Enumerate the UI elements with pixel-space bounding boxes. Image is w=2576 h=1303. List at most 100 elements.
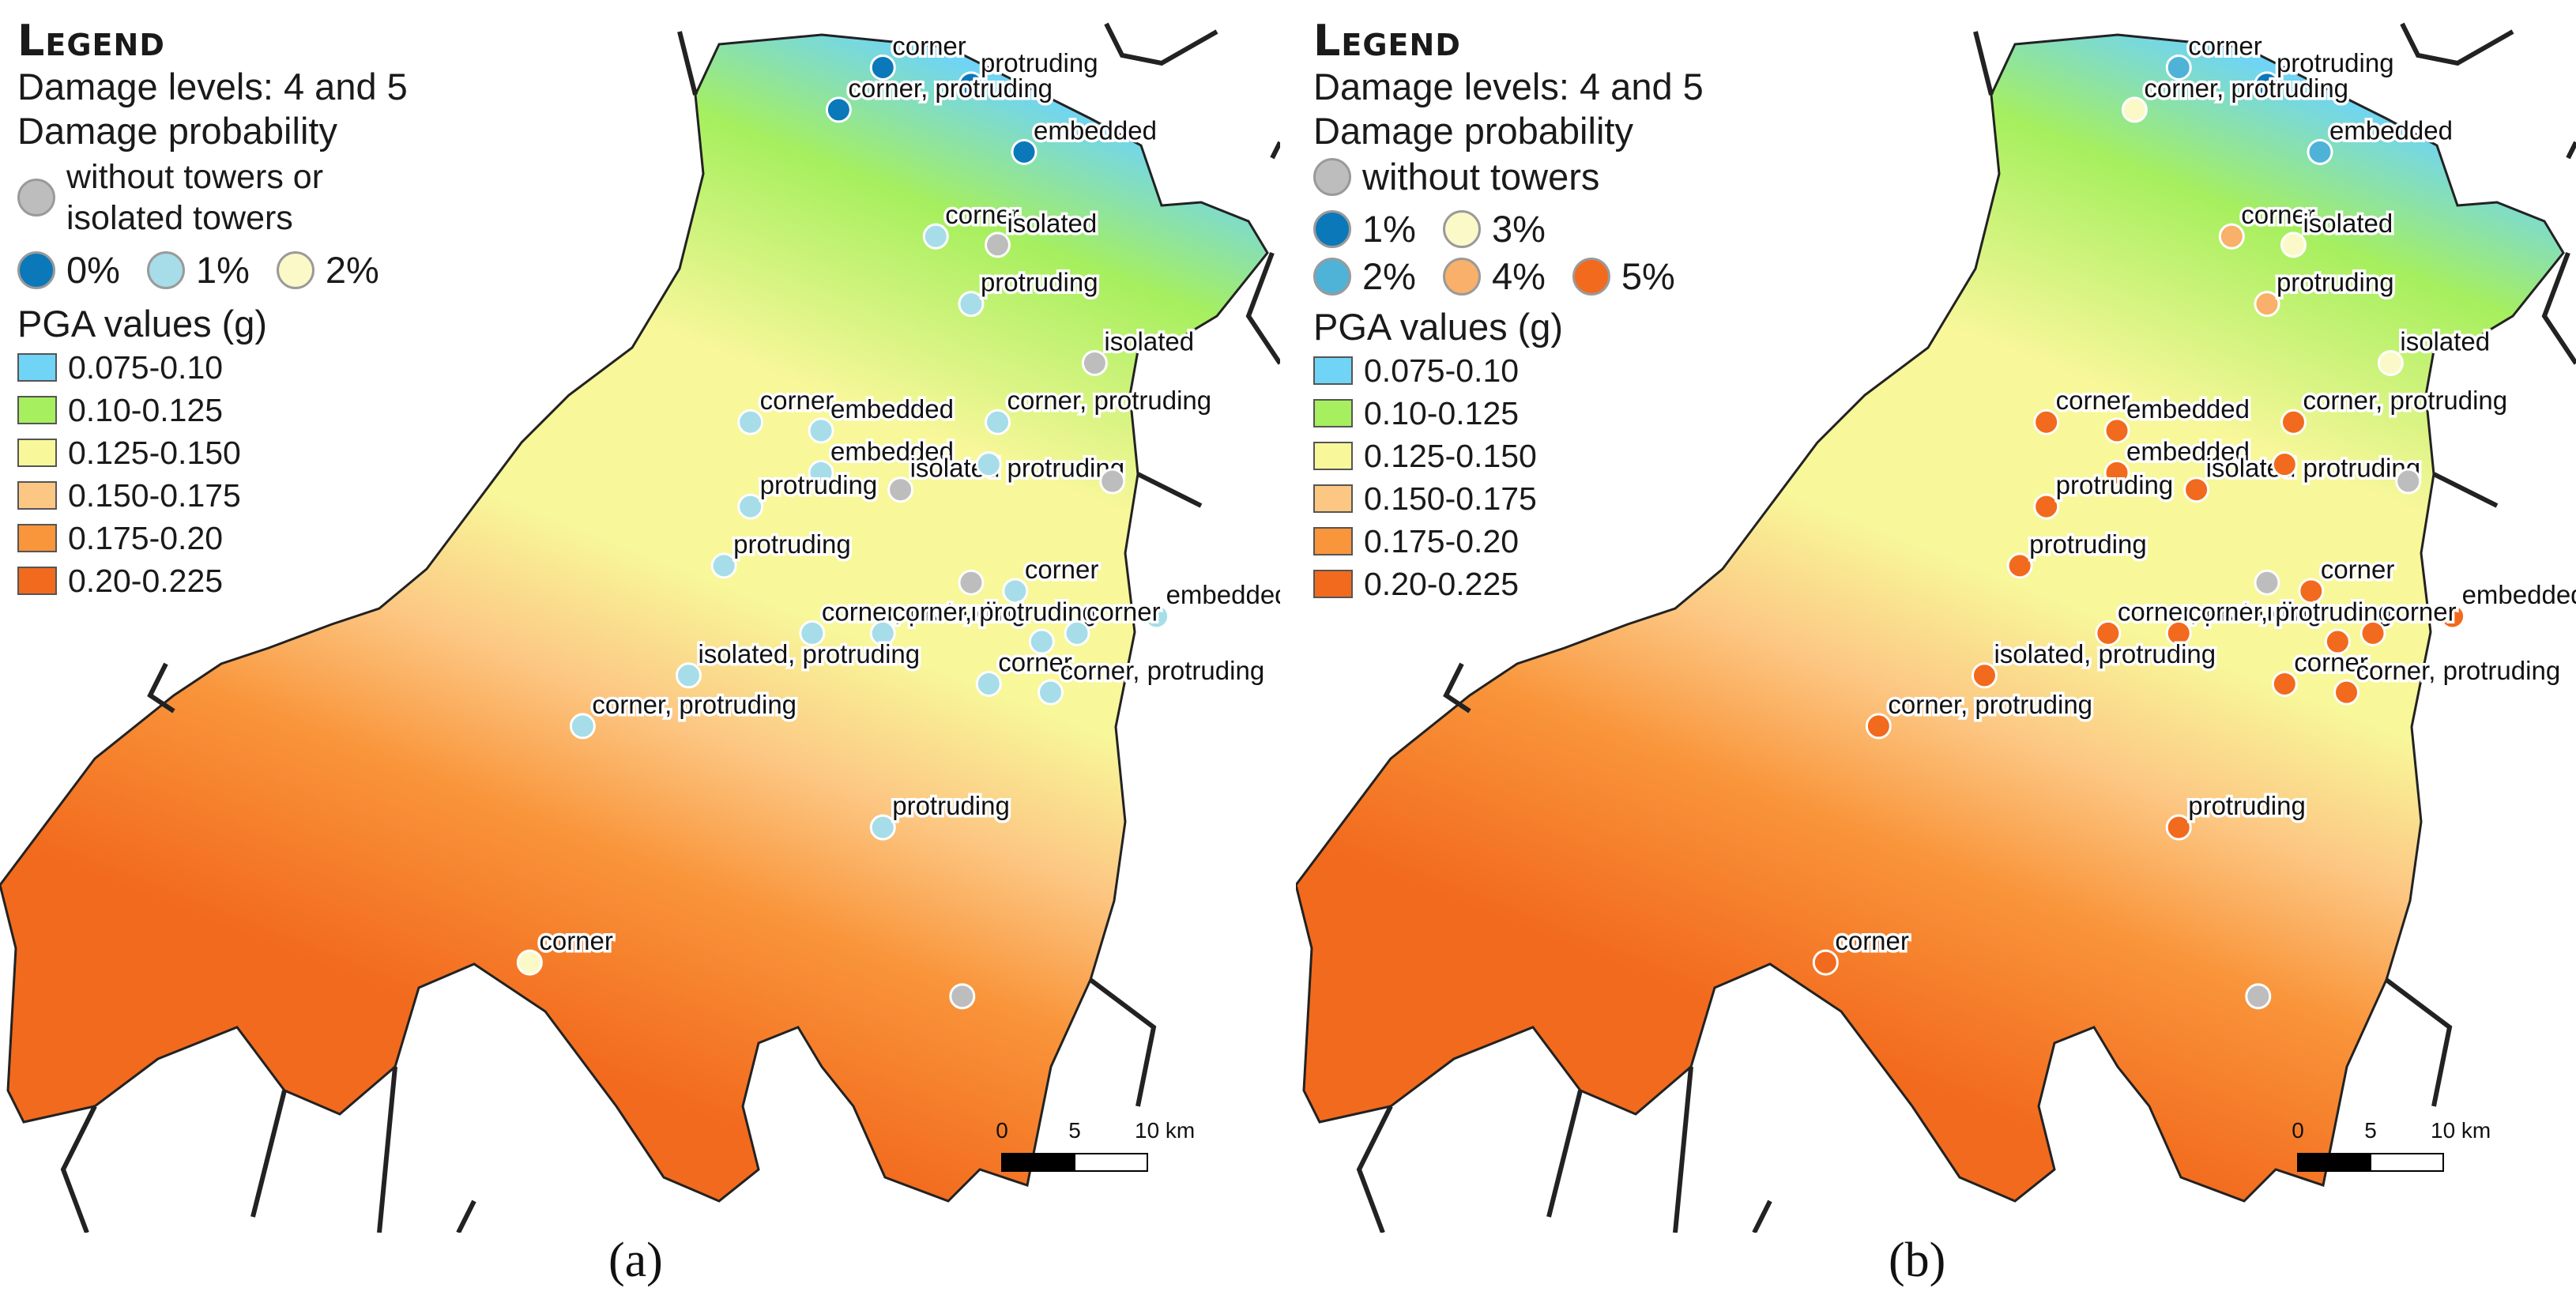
building-label: embedded (830, 394, 954, 424)
building-label: corner, protruding (892, 597, 1097, 626)
building-marker (2103, 459, 2130, 486)
building-marker (2165, 619, 2192, 646)
border-line (1245, 251, 1280, 365)
building-marker (2359, 619, 2386, 646)
scale-bar: 0 5 10 km (996, 1118, 1195, 1172)
building-label: corner, protruding (592, 690, 797, 719)
pga-swatch (1313, 356, 1353, 385)
pga-label: 0.125-0.150 (1364, 437, 1537, 474)
building-label: protruding (733, 529, 851, 559)
building-label: embedded (1166, 580, 1280, 609)
building-marker (799, 619, 826, 646)
building-label: corner, protruding (1060, 656, 1265, 685)
probability-dot-icon (1313, 258, 1351, 296)
border-line (1443, 662, 1471, 714)
building-marker (975, 670, 1002, 697)
building-label: isolated (2400, 326, 2490, 356)
building-marker (2006, 552, 2033, 579)
probability-label: 4% (1491, 255, 1546, 297)
probability-class-row: 1% 3% (1313, 209, 1787, 250)
building-label: corner, protruding (2303, 386, 2507, 415)
building-label: embedded (1034, 115, 1157, 145)
map-panel-b: corner protruding corner, protruding embedd… (1296, 0, 2576, 1303)
panel-caption: (a) (608, 1233, 663, 1287)
probability-dot-icon (1572, 258, 1610, 296)
border-line (377, 1066, 397, 1233)
border-line (1089, 977, 1157, 1107)
building-label: protruding (981, 48, 1098, 77)
scale-label: 0 (2292, 1118, 2304, 1143)
pga-legend-row: 0.20-0.225 (17, 559, 491, 602)
building-marker (1002, 578, 1029, 604)
building-marker (737, 409, 764, 435)
border-line (1104, 22, 1218, 66)
building-marker (2033, 409, 2060, 435)
pga-legend-row: 0.125-0.150 (17, 431, 491, 474)
border-line (2566, 141, 2576, 160)
pga-legend-row: 0.175-0.20 (1313, 520, 1787, 563)
building-label: corner, protruding (2356, 656, 2561, 685)
building-marker (2165, 814, 2192, 841)
probability-dot-icon (276, 251, 314, 289)
building-label: corner (2321, 555, 2395, 584)
building-marker (984, 232, 1011, 258)
study-region (1296, 33, 2565, 1203)
pga-swatch (17, 353, 57, 382)
building-marker (975, 451, 1002, 478)
boundary-lines (1356, 22, 2576, 1233)
border-line (250, 1090, 287, 1218)
damage-probability-heading: Damage probability (17, 110, 337, 152)
building-label: corner (2294, 647, 2368, 676)
building-label: corner (539, 926, 613, 955)
legend-title: Legend (17, 16, 165, 66)
pga-swatch (17, 439, 57, 467)
no-tower-legend-row: without towers or isolated towers (17, 156, 491, 239)
building-marker (737, 493, 764, 520)
map-b: corner protruding corner, protruding embedd… (1296, 22, 2576, 1233)
building-label: embedded (2126, 394, 2250, 424)
building-marker (1099, 468, 1126, 495)
scale-outline (1001, 1153, 1148, 1172)
pga-label: 0.075-0.10 (68, 348, 224, 386)
building-label: embedded (830, 436, 954, 465)
probability-label: 1% (195, 249, 250, 291)
pga-swatch (1313, 527, 1353, 555)
damage-probability-heading: Damage probability (1313, 110, 1633, 152)
scale-bar: 0 5 10 km (2292, 1118, 2491, 1172)
building-marker (1143, 603, 1170, 630)
pga-legend-row: 0.10-0.125 (17, 389, 491, 431)
border-line (147, 662, 175, 714)
building-marker (569, 713, 596, 740)
building-label: protruding (2188, 791, 2306, 820)
probability-dot-icon (1442, 210, 1481, 248)
building-label: protruding (892, 791, 1010, 820)
pga-legend-row: 0.125-0.150 (1313, 435, 1787, 477)
pga-swatch (17, 396, 57, 424)
border-line (1752, 1199, 1772, 1233)
border-line (1673, 1066, 1693, 1233)
border-line (456, 1199, 476, 1233)
building-marker (2324, 628, 2351, 655)
building-marker (2165, 54, 2192, 81)
no-tower-label-line1: without towers or (66, 158, 324, 196)
building-marker (1064, 619, 1090, 646)
building-marker (1971, 662, 1998, 689)
building-label: corner, protruding (1007, 386, 1211, 415)
border-line (60, 1105, 97, 1233)
scale-label: 5 (1068, 1118, 1081, 1143)
building-markers: corner protruding corner, protruding embedd… (1812, 28, 2576, 1010)
building-marker (1812, 949, 1839, 976)
building-label: protruding (2029, 529, 2147, 559)
pga-legend-row: 0.20-0.225 (1313, 563, 1787, 605)
scale-segment (2370, 1153, 2444, 1172)
building-marker (2033, 493, 2060, 520)
legend-a: Legend Damage levels: 4 and 5 Damage pro… (17, 17, 491, 602)
pga-label: 0.125-0.150 (68, 434, 241, 471)
building-marker (984, 409, 1011, 435)
no-tower-label: without towers (1362, 156, 1600, 198)
probability-label: 1% (1362, 208, 1416, 250)
scale-label: 10 km (2431, 1118, 2491, 1143)
pga-surface (0, 33, 1269, 1203)
building-marker (869, 814, 896, 841)
scale-label: 0 (996, 1118, 1008, 1143)
